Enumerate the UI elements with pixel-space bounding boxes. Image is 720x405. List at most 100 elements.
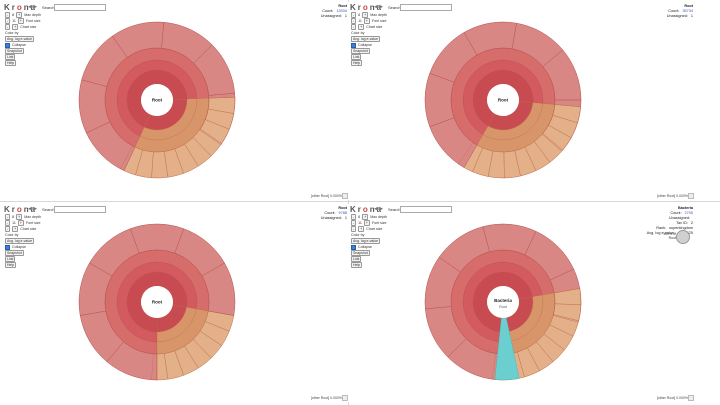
collapse-label: Collapse [12, 43, 26, 47]
collapse-checkbox[interactable] [351, 42, 356, 48]
krona-panel-3: Krona ◀ ▶ Search - 8 + Max depth - 11 + … [2, 204, 350, 402]
forward-arrow-icon[interactable]: ▶ [33, 206, 38, 212]
search-label: Search [388, 5, 401, 10]
chart-size-decrease-button[interactable]: - [5, 226, 11, 232]
help-button[interactable]: Help [5, 262, 17, 268]
search-input[interactable] [54, 206, 106, 213]
font-size-label: Font size [25, 19, 41, 23]
font-size-increase-button[interactable]: + [363, 220, 370, 226]
krona-panel-2: Krona ◀ ▶ Search - 8 + Max depth - 11 + … [348, 2, 696, 200]
krona-panel-1: Krona ◀ ▶ Search - 8 + Max depth - 11 + … [2, 2, 350, 200]
font-size-decrease-button[interactable]: - [351, 18, 357, 24]
chart-size-increase-button[interactable]: + [358, 24, 365, 30]
snapshot-button[interactable]: Snapshot [5, 48, 24, 54]
max-depth-value: 8 [12, 215, 15, 219]
search-label: Search [42, 207, 55, 212]
sunburst-center[interactable] [487, 84, 519, 116]
max-depth-decrease-button[interactable]: - [351, 12, 357, 18]
max-depth-increase-button[interactable]: + [362, 214, 369, 220]
snapshot-button[interactable]: Snapshot [351, 48, 370, 54]
count-value: 2705 [684, 211, 693, 215]
color-by-select[interactable]: Avg. log e-value [351, 238, 381, 244]
help-button[interactable]: Help [5, 60, 17, 66]
krona-panel-4: Krona ◀ ▶ Search - 8 + Max depth - 11 + … [348, 204, 696, 402]
zoom-box-icon[interactable] [688, 193, 694, 199]
search-input[interactable] [400, 206, 452, 213]
sunburst-center-label: Root [498, 98, 509, 103]
chart-size-label: Chart size [20, 25, 37, 29]
other-root-label: [other Root] 0.000% [656, 194, 688, 198]
sunburst-chart[interactable]: Root [42, 210, 272, 400]
forward-arrow-icon[interactable]: ▶ [379, 206, 384, 212]
font-size-increase-button[interactable]: + [17, 18, 24, 24]
node-title: Root [684, 4, 693, 8]
max-depth-decrease-button[interactable]: - [5, 214, 11, 220]
collapse-checkbox[interactable] [351, 244, 356, 250]
sunburst-center[interactable] [487, 286, 519, 318]
font-size-decrease-button[interactable]: - [5, 220, 11, 226]
back-arrow-icon[interactable]: ◀ [28, 206, 32, 212]
back-arrow-icon[interactable]: ◀ [374, 4, 378, 10]
search-input[interactable] [54, 4, 106, 11]
chart-size-decrease-button[interactable]: - [351, 226, 357, 232]
chart-size-increase-button[interactable]: + [12, 226, 19, 232]
snapshot-button[interactable]: Snapshot [5, 250, 24, 256]
detail-label: Rank: [656, 226, 667, 230]
forward-arrow-icon[interactable]: ▶ [33, 4, 38, 10]
link-button[interactable]: Link [351, 256, 362, 262]
font-size-increase-button[interactable]: + [17, 220, 24, 226]
sunburst-center[interactable] [141, 84, 173, 116]
max-depth-label: Max depth [370, 215, 387, 219]
max-depth-label: Max depth [370, 13, 387, 17]
font-size-decrease-button[interactable]: - [5, 18, 11, 24]
link-button[interactable]: Link [5, 54, 16, 60]
max-depth-decrease-button[interactable]: - [5, 12, 11, 18]
count-label: Count: [324, 211, 336, 215]
history-nav[interactable]: ◀ ▶ [28, 206, 37, 212]
sunburst-chart[interactable]: Root [42, 8, 272, 198]
max-depth-increase-button[interactable]: + [362, 12, 369, 18]
font-size-value: 11 [12, 19, 16, 23]
search-input[interactable] [400, 4, 452, 11]
history-nav[interactable]: ◀ ▶ [28, 4, 37, 10]
chart-size-decrease-button[interactable]: - [5, 24, 11, 30]
forward-arrow-icon[interactable]: ▶ [379, 4, 384, 10]
max-depth-increase-button[interactable]: + [16, 12, 23, 18]
history-nav[interactable]: ◀ ▶ [374, 4, 383, 10]
back-arrow-icon[interactable]: ◀ [28, 4, 32, 10]
max-depth-increase-button[interactable]: + [16, 214, 23, 220]
font-size-label: Font size [371, 221, 387, 225]
color-by-select[interactable]: Avg. log e-value [5, 238, 35, 244]
other-root-label: [other Root] 0.000% [310, 194, 342, 198]
detail-value: 2 [690, 221, 693, 225]
chart-size-increase-button[interactable]: + [358, 226, 365, 232]
back-arrow-icon[interactable]: ◀ [374, 206, 378, 212]
krona-logo: Krona [4, 3, 38, 12]
max-depth-decrease-button[interactable]: - [351, 214, 357, 220]
color-by-select[interactable]: Avg. log e-value [5, 36, 35, 42]
font-size-label: Font size [25, 221, 41, 225]
font-size-decrease-button[interactable]: - [351, 220, 357, 226]
search-label: Search [42, 5, 55, 10]
history-nav[interactable]: ◀ ▶ [374, 206, 383, 212]
chart-size-increase-button[interactable]: + [12, 24, 19, 30]
zoom-box-icon[interactable] [342, 395, 348, 401]
sunburst-center[interactable] [141, 286, 173, 318]
controls-panel: - 8 + Max depth - 11 + Font size - + Cha… [5, 12, 41, 66]
zoom-box-icon[interactable] [342, 193, 348, 199]
font-size-increase-button[interactable]: + [363, 18, 370, 24]
help-button[interactable]: Help [351, 60, 363, 66]
sunburst-chart[interactable]: Bacteria Root [388, 210, 618, 400]
link-button[interactable]: Link [5, 256, 16, 262]
collapse-checkbox[interactable] [5, 244, 10, 250]
other-root-label: [other Root] 0.000% [310, 396, 342, 400]
snapshot-button[interactable]: Snapshot [351, 250, 370, 256]
sunburst-chart[interactable]: Root [388, 8, 618, 198]
panel-divider-horizontal [0, 201, 720, 202]
collapse-checkbox[interactable] [5, 42, 10, 48]
link-button[interactable]: Link [351, 54, 362, 60]
zoom-box-icon[interactable] [688, 395, 694, 401]
color-by-select[interactable]: Avg. log e-value [351, 36, 381, 42]
help-button[interactable]: Help [351, 262, 363, 268]
chart-size-decrease-button[interactable]: - [351, 24, 357, 30]
